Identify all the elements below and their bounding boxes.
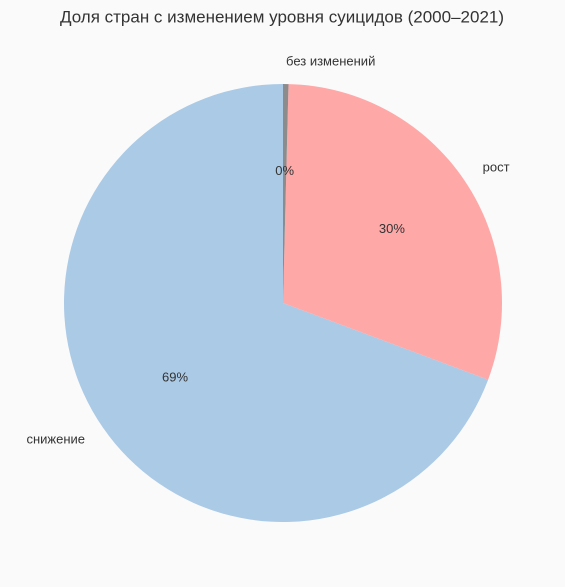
value-label: 69%	[162, 369, 188, 384]
slice-label: рост	[483, 160, 510, 175]
pie-slice	[63, 84, 489, 523]
slice-label: снижение	[26, 432, 85, 447]
value-label: 30%	[379, 221, 405, 236]
pie-slice	[283, 84, 502, 380]
chart-title: Доля стран с изменением уровня суицидов …	[60, 7, 504, 26]
pie-slice	[283, 84, 289, 303]
value-label: 0%	[275, 163, 294, 178]
slice-label: без изменений	[286, 54, 375, 69]
